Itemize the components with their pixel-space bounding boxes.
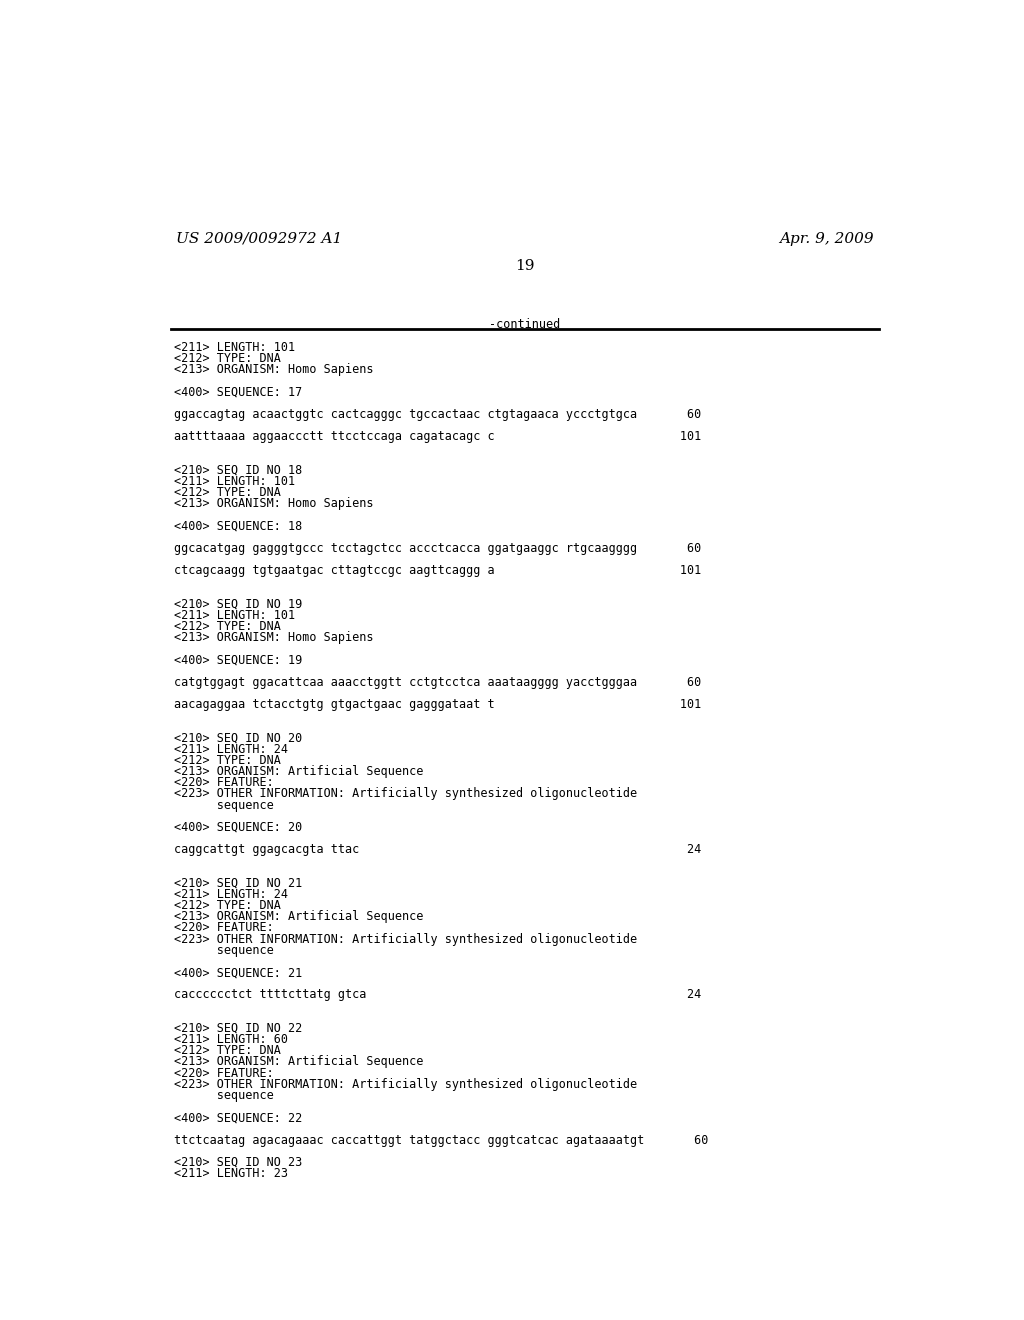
Text: sequence: sequence <box>174 1089 274 1102</box>
Text: ttctcaatag agacagaaac caccattggt tatggctacc gggtcatcac agataaaatgt       60: ttctcaatag agacagaaac caccattggt tatggct… <box>174 1134 709 1147</box>
Text: <212> TYPE: DNA: <212> TYPE: DNA <box>174 754 282 767</box>
Text: <400> SEQUENCE: 17: <400> SEQUENCE: 17 <box>174 385 303 399</box>
Text: ggcacatgag gagggtgccc tcctagctcc accctcacca ggatgaaggc rtgcaagggg       60: ggcacatgag gagggtgccc tcctagctcc accctca… <box>174 543 701 554</box>
Text: <223> OTHER INFORMATION: Artificially synthesized oligonucleotide: <223> OTHER INFORMATION: Artificially sy… <box>174 788 638 800</box>
Text: <400> SEQUENCE: 19: <400> SEQUENCE: 19 <box>174 653 303 667</box>
Text: <213> ORGANISM: Artificial Sequence: <213> ORGANISM: Artificial Sequence <box>174 1056 424 1068</box>
Text: <213> ORGANISM: Artificial Sequence: <213> ORGANISM: Artificial Sequence <box>174 911 424 923</box>
Text: <400> SEQUENCE: 21: <400> SEQUENCE: 21 <box>174 966 303 979</box>
Text: <210> SEQ ID NO 21: <210> SEQ ID NO 21 <box>174 876 303 890</box>
Text: US 2009/0092972 A1: US 2009/0092972 A1 <box>176 231 342 246</box>
Text: <212> TYPE: DNA: <212> TYPE: DNA <box>174 620 282 634</box>
Text: sequence: sequence <box>174 944 274 957</box>
Text: 19: 19 <box>515 259 535 272</box>
Text: <400> SEQUENCE: 22: <400> SEQUENCE: 22 <box>174 1111 303 1125</box>
Text: aattttaaaa aggaaccctt ttcctccaga cagatacagc c                          101: aattttaaaa aggaaccctt ttcctccaga cagatac… <box>174 430 701 444</box>
Text: ggaccagtag acaactggtc cactcagggc tgccactaac ctgtagaaca yccctgtgca       60: ggaccagtag acaactggtc cactcagggc tgccact… <box>174 408 701 421</box>
Text: <220> FEATURE:: <220> FEATURE: <box>174 776 274 789</box>
Text: sequence: sequence <box>174 799 274 812</box>
Text: cacccccctct ttttcttatg gtca                                             24: cacccccctct ttttcttatg gtca 24 <box>174 989 701 1002</box>
Text: Apr. 9, 2009: Apr. 9, 2009 <box>779 231 873 246</box>
Text: catgtggagt ggacattcaa aaacctggtt cctgtcctca aaataagggg yacctgggaa       60: catgtggagt ggacattcaa aaacctggtt cctgtcc… <box>174 676 701 689</box>
Text: <211> LENGTH: 24: <211> LENGTH: 24 <box>174 743 289 756</box>
Text: <212> TYPE: DNA: <212> TYPE: DNA <box>174 899 282 912</box>
Text: <212> TYPE: DNA: <212> TYPE: DNA <box>174 1044 282 1057</box>
Text: <400> SEQUENCE: 18: <400> SEQUENCE: 18 <box>174 520 303 532</box>
Text: caggcattgt ggagcacgta ttac                                              24: caggcattgt ggagcacgta ttac 24 <box>174 843 701 857</box>
Text: <223> OTHER INFORMATION: Artificially synthesized oligonucleotide: <223> OTHER INFORMATION: Artificially sy… <box>174 1077 638 1090</box>
Text: <211> LENGTH: 101: <211> LENGTH: 101 <box>174 341 296 354</box>
Text: <213> ORGANISM: Homo Sapiens: <213> ORGANISM: Homo Sapiens <box>174 498 374 511</box>
Text: aacagaggaa tctacctgtg gtgactgaac gagggataat t                          101: aacagaggaa tctacctgtg gtgactgaac gagggat… <box>174 698 701 711</box>
Text: <211> LENGTH: 101: <211> LENGTH: 101 <box>174 609 296 622</box>
Text: <210> SEQ ID NO 20: <210> SEQ ID NO 20 <box>174 731 303 744</box>
Text: <212> TYPE: DNA: <212> TYPE: DNA <box>174 352 282 366</box>
Text: <213> ORGANISM: Homo Sapiens: <213> ORGANISM: Homo Sapiens <box>174 363 374 376</box>
Text: <220> FEATURE:: <220> FEATURE: <box>174 1067 274 1080</box>
Text: <210> SEQ ID NO 18: <210> SEQ ID NO 18 <box>174 463 303 477</box>
Text: <400> SEQUENCE: 20: <400> SEQUENCE: 20 <box>174 821 303 834</box>
Text: <210> SEQ ID NO 19: <210> SEQ ID NO 19 <box>174 598 303 611</box>
Text: <210> SEQ ID NO 23: <210> SEQ ID NO 23 <box>174 1156 303 1170</box>
Text: <223> OTHER INFORMATION: Artificially synthesized oligonucleotide: <223> OTHER INFORMATION: Artificially sy… <box>174 933 638 945</box>
Text: ctcagcaagg tgtgaatgac cttagtccgc aagttcaggg a                          101: ctcagcaagg tgtgaatgac cttagtccgc aagttca… <box>174 564 701 577</box>
Text: <213> ORGANISM: Homo Sapiens: <213> ORGANISM: Homo Sapiens <box>174 631 374 644</box>
Text: -continued: -continued <box>489 318 560 331</box>
Text: <212> TYPE: DNA: <212> TYPE: DNA <box>174 486 282 499</box>
Text: <220> FEATURE:: <220> FEATURE: <box>174 921 274 935</box>
Text: <210> SEQ ID NO 22: <210> SEQ ID NO 22 <box>174 1022 303 1035</box>
Text: <213> ORGANISM: Artificial Sequence: <213> ORGANISM: Artificial Sequence <box>174 766 424 779</box>
Text: <211> LENGTH: 24: <211> LENGTH: 24 <box>174 888 289 902</box>
Text: <211> LENGTH: 23: <211> LENGTH: 23 <box>174 1167 289 1180</box>
Text: <211> LENGTH: 60: <211> LENGTH: 60 <box>174 1034 289 1047</box>
Text: <211> LENGTH: 101: <211> LENGTH: 101 <box>174 475 296 488</box>
